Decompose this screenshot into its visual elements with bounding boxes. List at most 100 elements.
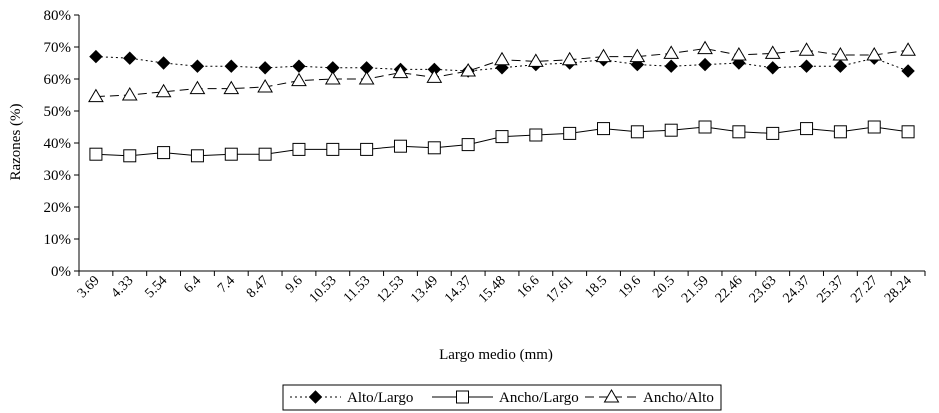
data-point-alto-largo [123, 51, 137, 65]
data-point-ancho-alto [121, 87, 138, 101]
data-point-ancho-largo [157, 146, 171, 160]
series-layer [88, 40, 916, 163]
data-point-ancho-largo [190, 149, 204, 163]
legend-label-ancho-alto: Ancho/Alto [643, 390, 714, 406]
data-point-alto-largo [766, 61, 780, 75]
data-point-ancho-alto [663, 45, 680, 59]
series-ancho-largo [89, 120, 915, 163]
data-point-ancho-largo [597, 122, 611, 136]
x-tick-label: 20.5 [650, 273, 678, 301]
data-point-ancho-alto [561, 51, 578, 66]
data-point-ancho-largo [461, 138, 475, 152]
x-tick-label: 12.53 [374, 273, 407, 306]
data-point-alto-largo [901, 64, 915, 78]
data-point-alto-largo [799, 59, 814, 73]
y-tick-label: 40% [44, 136, 72, 152]
data-point-ancho-alto [88, 88, 104, 103]
y-axis: 0% 10% 20% 30% 40% 50% 60% 70% 80% [44, 8, 80, 280]
x-tick-label: 25.37 [814, 273, 847, 306]
data-point-ancho-alto [832, 47, 849, 61]
x-tick-label: 14.37 [442, 273, 475, 306]
data-point-ancho-alto [731, 47, 747, 61]
x-tick-label: 28.24 [882, 273, 915, 306]
data-point-ancho-alto [426, 69, 443, 83]
series-ancho-alto [88, 40, 916, 103]
data-point-ancho-largo [89, 147, 103, 161]
y-tick-label: 80% [44, 8, 72, 24]
data-point-ancho-largo [495, 130, 509, 144]
legend-item-alto-largo: Alto/Largo [290, 390, 413, 406]
series-alto-largo [89, 49, 915, 78]
y-tick-label: 10% [44, 232, 72, 248]
data-point-ancho-largo [529, 128, 543, 142]
data-point-alto-largo [156, 56, 171, 70]
y-tick-label: 0% [51, 264, 71, 280]
data-point-alto-largo [89, 49, 103, 64]
x-tick-label: 22.46 [713, 273, 746, 306]
x-tick-label: 4.33 [109, 273, 137, 301]
data-point-ancho-largo [732, 125, 746, 139]
x-tick-label: 21.59 [679, 273, 712, 306]
data-point-ancho-largo [833, 125, 847, 139]
x-tick-label: 8.47 [244, 273, 272, 301]
data-point-ancho-largo [292, 142, 306, 156]
legend-marker-ancho-alto [603, 389, 620, 403]
x-tick-label: 27.27 [848, 273, 881, 306]
x-tick-label: 6.4 [181, 273, 204, 296]
data-point-ancho-largo [766, 126, 780, 140]
data-point-ancho-alto [358, 71, 375, 85]
data-point-ancho-alto [257, 79, 273, 93]
data-point-ancho-alto [764, 45, 781, 59]
y-tick-label: 30% [44, 168, 72, 184]
data-point-ancho-largo [901, 125, 915, 139]
data-point-ancho-alto [900, 42, 916, 56]
data-point-alto-largo [664, 59, 678, 73]
legend-item-ancho-alto: Ancho/Alto [585, 389, 714, 406]
data-point-ancho-alto [460, 63, 477, 77]
y-tick-label: 20% [44, 200, 72, 216]
data-point-ancho-largo [360, 142, 374, 156]
data-point-ancho-alto [392, 64, 409, 79]
data-point-ancho-alto [494, 51, 510, 66]
x-tick-label: 9.6 [283, 273, 306, 296]
data-point-ancho-largo [258, 147, 272, 161]
y-tick-label: 70% [44, 40, 72, 56]
x-tick-label: 15.48 [476, 273, 509, 306]
x-axis-label: Largo medio (mm) [439, 347, 553, 363]
data-point-ancho-largo [800, 122, 814, 136]
x-tick-label: 10.53 [307, 273, 340, 306]
data-point-ancho-largo [123, 149, 137, 163]
x-tick-label: 11.53 [341, 273, 374, 306]
data-point-ancho-largo [698, 120, 712, 134]
data-point-ancho-alto [189, 80, 206, 95]
data-point-ancho-alto [155, 83, 172, 98]
data-point-ancho-alto [629, 48, 646, 63]
data-point-ancho-largo [427, 141, 441, 155]
data-point-alto-largo [224, 59, 238, 73]
y-tick-label: 50% [44, 104, 72, 120]
data-point-ancho-alto [866, 47, 883, 61]
x-tick-label: 19.6 [616, 273, 644, 301]
data-point-ancho-alto [324, 71, 341, 85]
legend-box [282, 384, 722, 411]
x-tick-label: 16.6 [515, 273, 543, 301]
x-tick-label: 3.69 [75, 273, 103, 301]
data-point-ancho-largo [867, 120, 881, 134]
data-point-ancho-alto [223, 80, 240, 95]
legend-item-ancho-largo: Ancho/Largo [432, 390, 579, 406]
x-tick-label: 13.49 [408, 273, 441, 306]
data-point-alto-largo [833, 59, 848, 73]
data-point-ancho-largo [326, 142, 340, 156]
legend-marker-alto-largo [308, 390, 323, 404]
data-point-ancho-alto [798, 42, 815, 56]
y-axis-label: Razones (%) [8, 103, 24, 180]
legend-label-alto-largo: Alto/Largo [347, 390, 413, 406]
data-point-ancho-alto [697, 40, 713, 55]
data-point-alto-largo [292, 59, 306, 73]
y-tick-label: 60% [44, 72, 72, 88]
x-tick-label: 18.5 [582, 273, 610, 301]
data-point-ancho-largo [630, 125, 644, 139]
x-tick-label: 7.4 [215, 273, 238, 296]
legend-marker-ancho-largo [456, 390, 469, 404]
